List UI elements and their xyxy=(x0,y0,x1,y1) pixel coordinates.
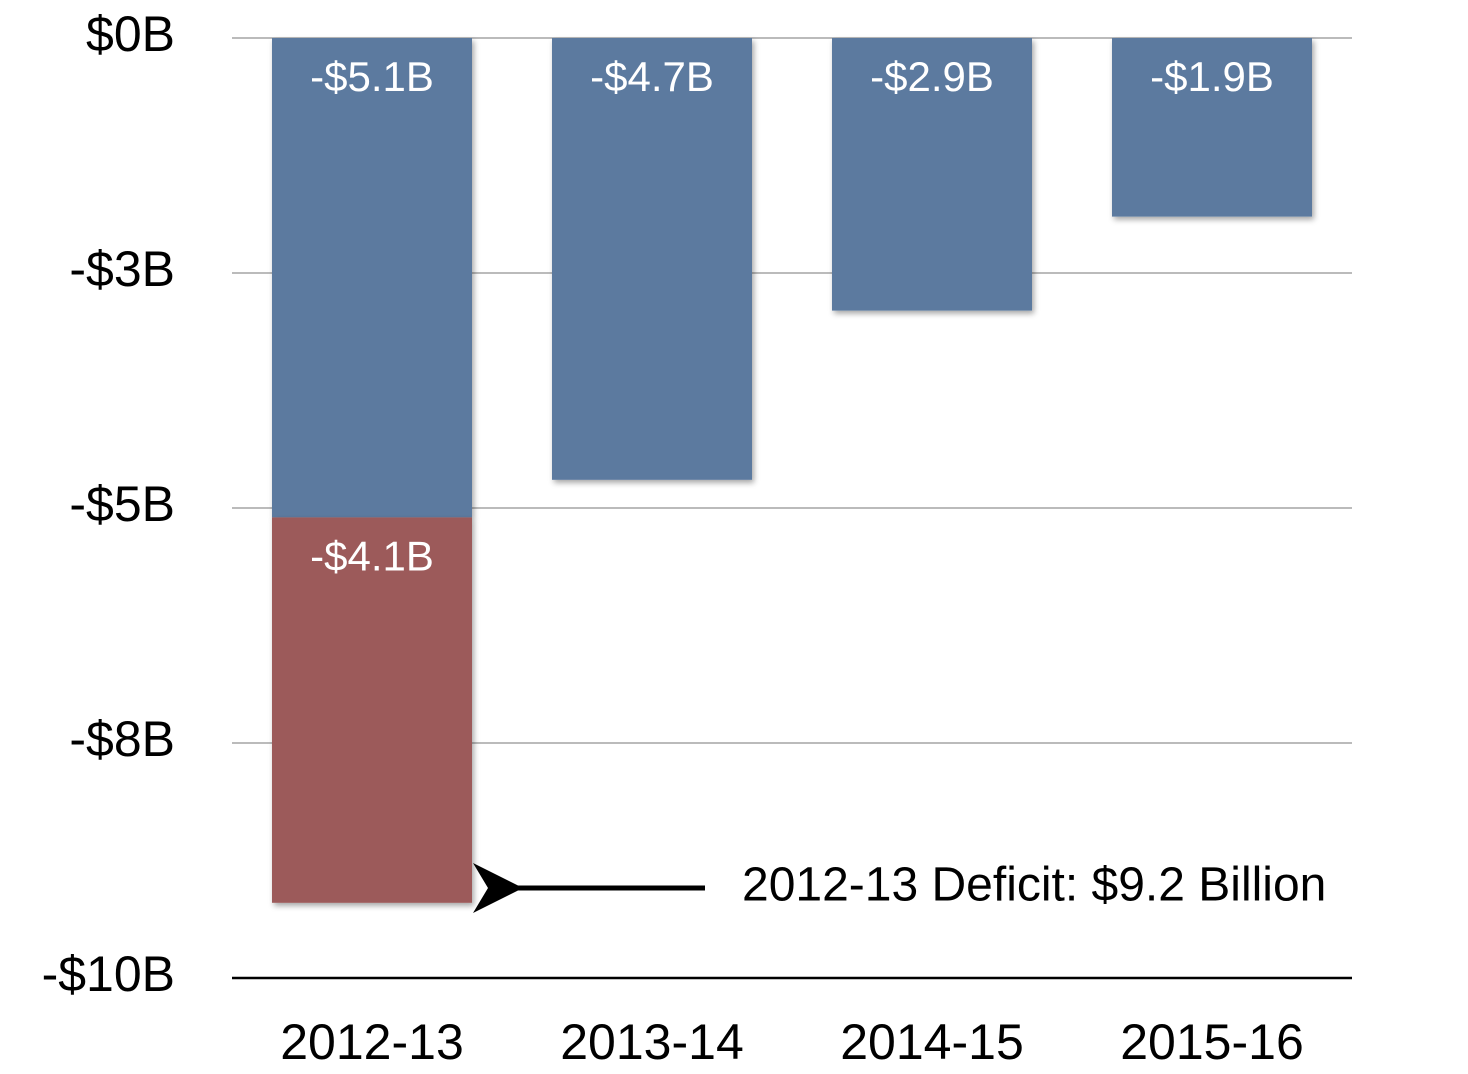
bar-segment xyxy=(832,38,1032,311)
value-label: -$4.1B xyxy=(310,532,434,579)
x-tick-label: 2012-13 xyxy=(280,1014,464,1070)
value-label: -$4.7B xyxy=(590,53,714,100)
value-label: -$2.9B xyxy=(870,53,994,100)
bar-segment xyxy=(552,38,752,480)
bar-segment xyxy=(1112,38,1312,217)
bar-segment xyxy=(272,38,472,518)
x-tick-label: 2015-16 xyxy=(1120,1014,1304,1070)
bar-segment xyxy=(272,517,472,903)
x-tick-label: 2013-14 xyxy=(560,1014,744,1070)
x-tick-label: 2014-15 xyxy=(840,1014,1024,1070)
y-tick-label: -$3B xyxy=(69,241,175,297)
annotation: 2012-13 Deficit: $9.2 Billion xyxy=(742,859,1326,912)
y-tick-label: $0B xyxy=(86,6,175,62)
y-tick-label: -$8B xyxy=(69,711,175,767)
y-tick-label: -$10B xyxy=(42,946,175,1002)
y-tick-label: -$5B xyxy=(69,476,175,532)
value-label: -$5.1B xyxy=(310,53,434,100)
value-label: -$1.9B xyxy=(1150,53,1274,100)
